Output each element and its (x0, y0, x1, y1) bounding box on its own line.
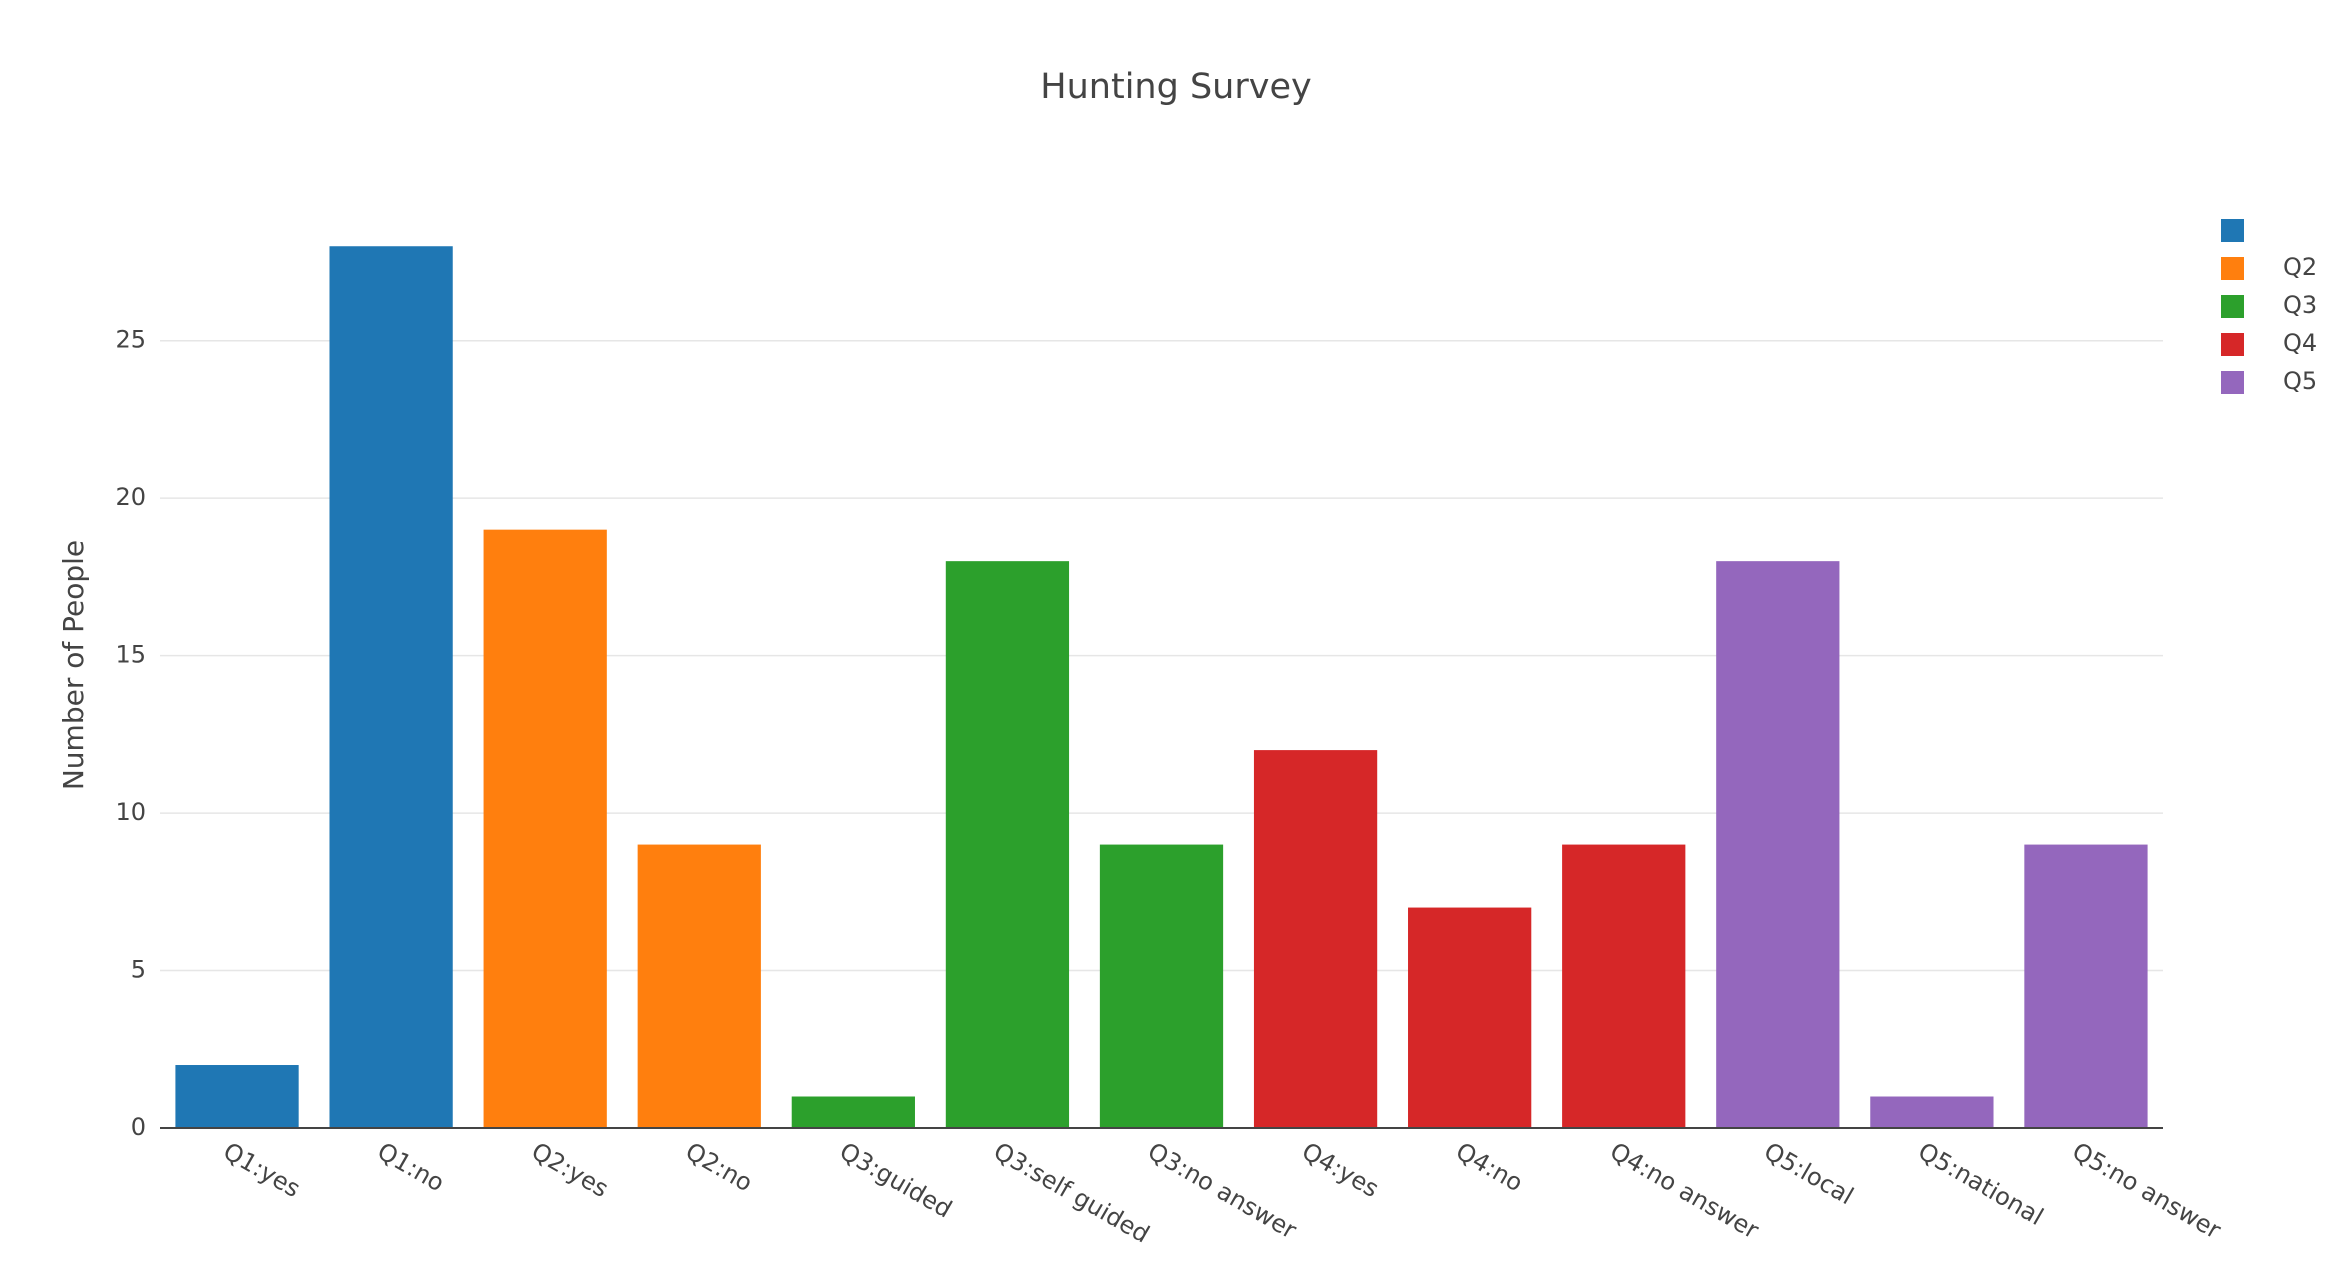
x-tick-label: Q3:self guided (989, 1137, 1154, 1249)
x-tick-label: Q4:yes (1297, 1137, 1384, 1203)
bar (1870, 1096, 1994, 1128)
legend-swatch (2221, 219, 2244, 242)
bar (1253, 750, 1378, 1128)
legend-swatch (2221, 333, 2244, 356)
y-tick-label: 25 (115, 326, 146, 354)
x-tick-label: Q2:yes (527, 1137, 614, 1203)
legend-label: Q2 (2283, 253, 2317, 281)
x-tick-label: Q5:no answer (2067, 1137, 2225, 1245)
y-tick-label: 15 (115, 641, 146, 669)
y-tick-label: 0 (131, 1113, 146, 1141)
x-tick-label: Q2:no (681, 1137, 757, 1197)
legend-swatch (2221, 295, 2244, 318)
y-tick-label: 10 (115, 798, 146, 826)
chart-title: Hunting Survey (1040, 67, 1311, 107)
legend-label: Q4 (2283, 329, 2317, 357)
bar (175, 1065, 299, 1128)
bar (1099, 844, 1224, 1128)
bar (791, 1096, 915, 1128)
x-tick-label: Q1:no (373, 1137, 449, 1197)
x-tick-label: Q1:yes (219, 1137, 306, 1203)
bar (1716, 561, 1840, 1128)
bar (1408, 907, 1532, 1128)
x-tick-label: Q4:no (1451, 1137, 1527, 1197)
bar (329, 246, 453, 1128)
x-tick-label: Q5:national (1913, 1137, 2048, 1231)
y-tick-label: 20 (115, 483, 146, 511)
bar (2024, 844, 2148, 1128)
legend-swatch (2221, 257, 2244, 280)
y-axis-title: Number of People (57, 540, 90, 790)
x-tick-label: Q4:no answer (1605, 1137, 1763, 1245)
bar (945, 561, 1070, 1128)
legend-label: Q3 (2283, 291, 2317, 319)
y-tick-label: 5 (131, 956, 146, 984)
x-tick-label: Q3:no answer (1143, 1137, 1301, 1245)
legend-swatch (2221, 371, 2244, 394)
legend-label: Q5 (2283, 367, 2317, 395)
bar (637, 844, 761, 1128)
x-tick-label: Q3:guided (835, 1137, 957, 1224)
x-tick-label: Q5:local (1759, 1137, 1858, 1210)
bar (1562, 844, 1686, 1128)
bar (483, 529, 607, 1128)
